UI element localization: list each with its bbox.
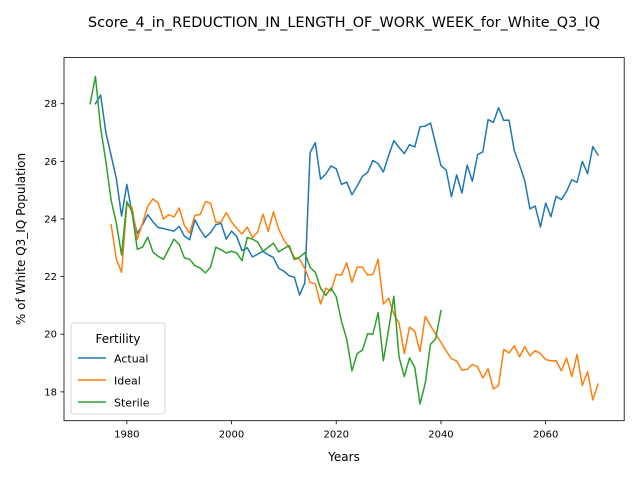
y-tick-label: 22 [44, 272, 57, 283]
series-line-sterile [89, 75, 442, 405]
y-axis: 18 20 22 24 26 28 [44, 99, 64, 398]
y-tick-label: 28 [44, 99, 57, 110]
y-tick-label: 26 [44, 157, 57, 168]
x-tick-label: 1980 [114, 430, 139, 441]
x-tick-label: 2060 [533, 430, 558, 441]
legend: Fertility Actual Ideal Sterile [70, 322, 166, 415]
plot-lines [89, 75, 600, 405]
x-axis-label: Years [327, 450, 360, 464]
chart-title: Score_4_in_REDUCTION_IN_LENGTH_OF_WORK_W… [88, 15, 600, 31]
plot-area-frame [63, 57, 625, 422]
legend-title: Fertility [95, 332, 140, 346]
y-tick-label: 20 [44, 330, 57, 341]
x-tick-label: 2020 [324, 430, 349, 441]
y-tick-label: 24 [44, 214, 57, 225]
series-line-ideal [110, 198, 599, 401]
x-tick-label: 2000 [219, 430, 244, 441]
legend-label-sterile: Sterile [114, 397, 150, 410]
legend-box [70, 322, 166, 415]
legend-label-actual: Actual [114, 353, 148, 366]
legend-label-ideal: Ideal [114, 375, 141, 388]
y-axis-label: % of White Q3_IQ Population [14, 153, 28, 325]
x-tick-label: 2040 [428, 430, 453, 441]
y-tick-label: 18 [44, 387, 57, 398]
x-axis: 1980 2000 2020 2040 2060 [114, 420, 558, 441]
legend-entries: Actual Ideal Sterile [78, 353, 150, 410]
series-line-actual [94, 94, 600, 296]
